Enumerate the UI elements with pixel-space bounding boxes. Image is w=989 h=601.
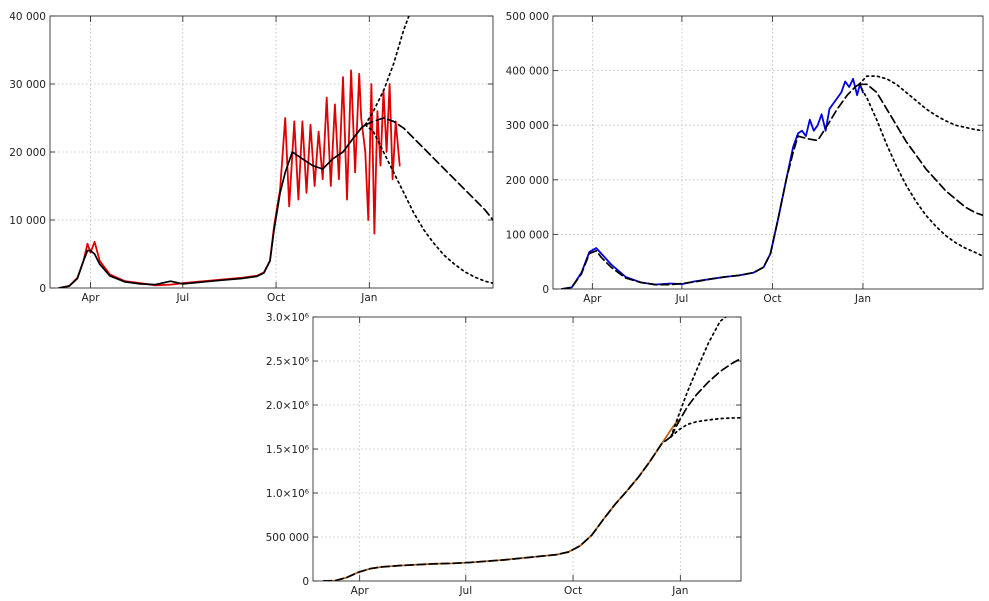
x-tick-label: Oct (763, 293, 781, 305)
observed-series-line (58, 69, 401, 288)
y-tick-label: 400 000 (506, 66, 549, 78)
y-tick-label: 40 000 (9, 11, 46, 23)
x-tick-label: Jan (360, 292, 377, 304)
model-dotted-line (364, 123, 493, 285)
x-tick-label: Jul (675, 293, 689, 305)
series-group (561, 75, 983, 289)
chart-cumulative-cases: 0 500 000 1.0×10⁶ 1.5×10⁶ 2.0×10⁶ 2.5×10⁶ 3.0×… (266, 312, 742, 597)
model-dashed-line (364, 117, 493, 221)
model-dotted-line (858, 83, 983, 258)
series-group (322, 317, 741, 581)
x-tick-label: Apr (583, 293, 602, 305)
y-tick-label: 0 (542, 284, 549, 296)
model-dashed-line (322, 435, 672, 581)
y-tick-label: 500 000 (266, 532, 309, 544)
chart-active-cases: 0 100 000 200 000 300 000 400 000 500 000 Apr J… (506, 11, 984, 305)
y-tick-label: 30 000 (9, 79, 46, 91)
y-tick-label: 1.5×10⁶ (266, 444, 309, 456)
y-tick-label: 500 000 (506, 11, 549, 23)
model-dotted-line (858, 75, 983, 132)
x-tick-label: Apr (81, 292, 100, 304)
x-tick-label: Jan (854, 293, 871, 305)
y-tick-label: 2.0×10⁶ (266, 400, 309, 412)
model-dotted-line (670, 317, 727, 438)
x-tick-label: Jan (671, 585, 688, 597)
y-tick-label: 3.0×10⁶ (266, 312, 309, 324)
y-tick-label: 2.5×10⁶ (266, 356, 309, 368)
model-dashed-line (670, 357, 741, 438)
y-tick-label: 300 000 (506, 120, 549, 132)
model-solid-line (58, 123, 367, 288)
model-dashed-line (561, 83, 860, 289)
model-dotted-line (670, 416, 741, 438)
x-tick-label: Oct (267, 292, 285, 304)
model-dotted-line (364, 16, 410, 126)
y-tick-label: 1.0×10⁶ (266, 488, 309, 500)
x-tick-label: Apr (351, 585, 370, 597)
y-tick-label: 20 000 (9, 147, 46, 159)
chart-daily-cases: 0 10 000 20 000 30 000 40 000 Apr Jul Oct Jan (9, 11, 494, 304)
observed-series-line (322, 419, 679, 581)
x-tick-label: Jul (175, 292, 189, 304)
y-tick-label: 200 000 (506, 175, 549, 187)
y-tick-label: 0 (302, 576, 309, 588)
x-tick-label: Oct (564, 585, 582, 597)
plot-frame (552, 15, 984, 290)
model-dashed-line (858, 83, 983, 217)
y-tick-label: 10 000 (9, 215, 46, 227)
observed-series-line (561, 77, 864, 289)
y-tick-label: 0 (39, 283, 46, 295)
series-group (58, 16, 493, 288)
y-tick-label: 100 000 (506, 229, 549, 241)
x-tick-label: Jul (458, 585, 472, 597)
